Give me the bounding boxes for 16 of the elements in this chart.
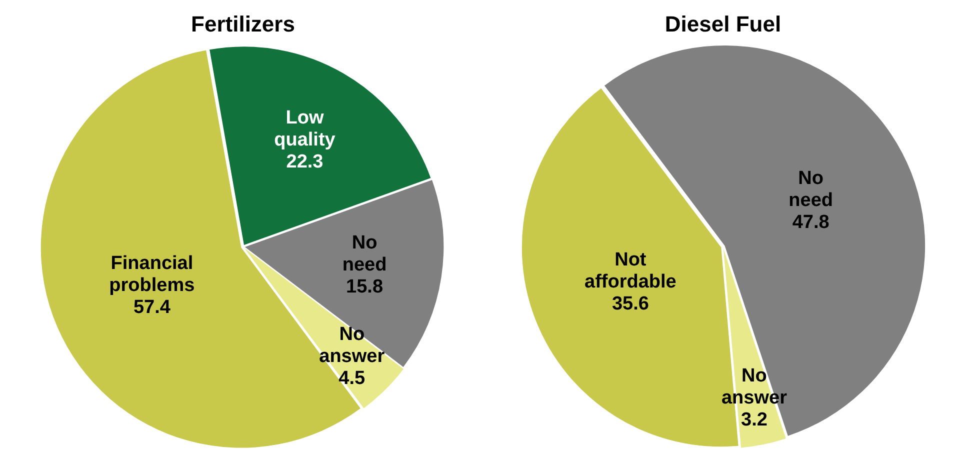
- chart-title: Fertilizers: [191, 11, 295, 36]
- data-label: 15.8: [346, 276, 384, 298]
- data-label: 35.6: [612, 293, 649, 314]
- data-label: 22.3: [286, 152, 324, 173]
- slice-label: Low quality: [274, 108, 336, 151]
- slice-label: No answer: [319, 324, 386, 367]
- slice-label: Not affordable: [584, 249, 676, 292]
- data-label: 57.4: [133, 297, 171, 318]
- slice-label: Financial problems: [109, 253, 195, 296]
- data-label: 4.5: [338, 368, 366, 389]
- chart-title: Diesel Fuel: [664, 11, 782, 36]
- slice-label: No answer: [721, 365, 788, 408]
- slice-label: No need: [788, 168, 834, 211]
- slice-label: No need: [342, 232, 387, 276]
- data-label: 3.2: [741, 409, 768, 430]
- data-label: 47.8: [792, 212, 830, 233]
